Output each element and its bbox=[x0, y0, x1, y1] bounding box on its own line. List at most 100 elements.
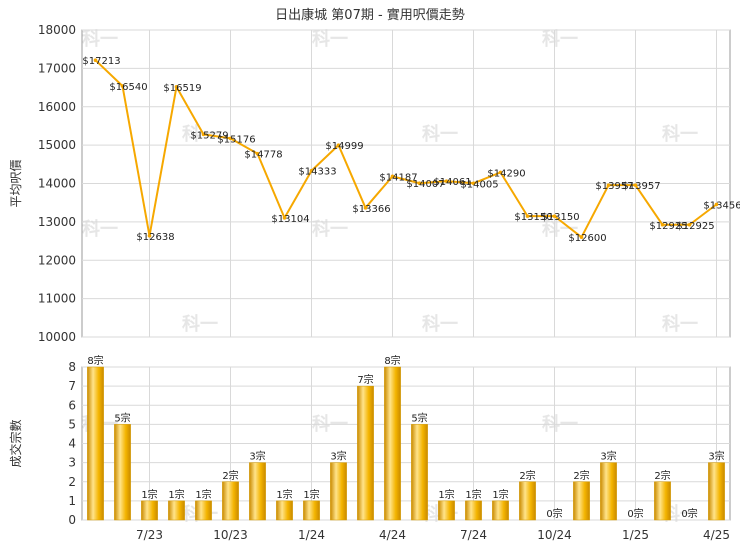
price-data-label: $16540 bbox=[109, 82, 147, 93]
volume-bar bbox=[249, 462, 266, 521]
price-point bbox=[147, 233, 152, 238]
volume-y-tick-label: 6 bbox=[68, 398, 76, 412]
volume-y-tick-label: 5 bbox=[68, 417, 76, 431]
price-data-label: $15176 bbox=[217, 134, 255, 145]
x-tick-label: 1/24 bbox=[298, 528, 325, 542]
watermarks: 科一科一科一科一科一科一科一科一科一科一科一科一科一科一科一科一科一科一 bbox=[82, 28, 698, 525]
volume-bar bbox=[600, 462, 617, 521]
price-line-chart: 10000 11000 12000 13000 14000 15000 16000 17000… bbox=[9, 23, 740, 344]
volume-y-tick-label: 4 bbox=[68, 437, 76, 451]
watermark-text: 科一 bbox=[82, 28, 118, 50]
volume-data-label: 1宗 bbox=[141, 488, 157, 501]
watermark-text: 科一 bbox=[182, 313, 218, 335]
price-data-label: $14061 bbox=[433, 177, 471, 188]
price-data-label: $13150 bbox=[541, 212, 579, 223]
price-point bbox=[498, 170, 503, 175]
x-tick-label: 4/25 bbox=[703, 528, 730, 542]
price-data-label: $14005 bbox=[460, 179, 498, 190]
price-point bbox=[282, 216, 287, 220]
volume-bar bbox=[519, 481, 536, 521]
volume-data-label: 1宗 bbox=[276, 488, 292, 501]
price-point bbox=[525, 214, 530, 218]
price-point bbox=[228, 136, 233, 141]
price-y-axis-label: 平均呎價 bbox=[9, 159, 23, 207]
watermark-text: 科一 bbox=[422, 313, 458, 335]
volume-y-tick-label: 7 bbox=[68, 379, 76, 393]
volume-bar bbox=[195, 500, 212, 521]
x-tick-label: 7/24 bbox=[460, 528, 487, 542]
price-data-label: $14999 bbox=[325, 141, 363, 152]
watermark-text: 科一 bbox=[662, 313, 698, 335]
volume-data-label: 3宗 bbox=[708, 450, 724, 463]
volume-bar bbox=[573, 481, 590, 521]
volume-data-label: 5宗 bbox=[114, 411, 130, 424]
volume-bar bbox=[330, 462, 347, 521]
price-point bbox=[93, 58, 98, 63]
watermark-text: 科一 bbox=[422, 123, 458, 145]
volume-data-label: 1宗 bbox=[438, 488, 454, 501]
watermark-text: 科一 bbox=[312, 28, 348, 50]
volume-data-label: 1宗 bbox=[195, 488, 211, 501]
price-y-tick-label: 17000 bbox=[38, 61, 76, 75]
volume-bar bbox=[492, 500, 509, 521]
price-data-label: $14778 bbox=[244, 150, 282, 161]
price-series-line bbox=[94, 59, 718, 239]
volume-y-tick-label: 8 bbox=[68, 360, 76, 374]
price-y-tick-label: 11000 bbox=[38, 292, 76, 306]
watermark-text: 科一 bbox=[182, 123, 218, 145]
volume-y-tick-label: 1 bbox=[68, 494, 76, 508]
volume-bar bbox=[384, 366, 401, 521]
volume-bar bbox=[465, 500, 482, 521]
price-y-tick-label: 16000 bbox=[38, 100, 76, 114]
volume-bar bbox=[168, 500, 185, 521]
price-point bbox=[660, 222, 665, 227]
x-tick-label: 7/23 bbox=[136, 528, 163, 542]
volume-data-label: 0宗 bbox=[546, 507, 562, 520]
price-data-label: $12638 bbox=[136, 232, 174, 243]
volume-bar bbox=[411, 424, 428, 521]
volume-bar bbox=[276, 500, 293, 521]
price-data-label: $13104 bbox=[271, 214, 309, 225]
volume-data-label: 3宗 bbox=[330, 450, 346, 463]
price-point bbox=[687, 222, 692, 227]
price-point bbox=[714, 202, 719, 207]
volume-bar bbox=[87, 366, 104, 521]
price-point bbox=[471, 181, 476, 186]
volume-bar bbox=[357, 385, 374, 521]
price-data-label: $12925 bbox=[676, 221, 714, 232]
price-y-tick-label: 13000 bbox=[38, 215, 76, 229]
price-data-label: $16519 bbox=[163, 83, 201, 94]
volume-bar bbox=[708, 462, 725, 521]
volume-data-label: 5宗 bbox=[411, 411, 427, 424]
volume-bar bbox=[141, 500, 158, 521]
x-tick-label: 1/25 bbox=[622, 528, 649, 542]
watermark-text: 科一 bbox=[82, 218, 118, 240]
volume-data-label: 2宗 bbox=[654, 469, 670, 482]
volume-bar bbox=[654, 481, 671, 521]
price-y-tick-label: 14000 bbox=[38, 177, 76, 191]
volume-data-label: 3宗 bbox=[600, 450, 616, 463]
volume-data-label: 2宗 bbox=[222, 469, 238, 482]
chart-title: 日出康城 第07期 - 實用呎價走勢 bbox=[275, 7, 465, 23]
price-point bbox=[579, 235, 584, 240]
price-point bbox=[552, 214, 557, 218]
price-data-label: $15279 bbox=[190, 130, 228, 141]
volume-data-label: 2宗 bbox=[519, 469, 535, 482]
volume-y-tick-label: 2 bbox=[68, 475, 76, 489]
price-point bbox=[444, 179, 449, 183]
price-point bbox=[201, 132, 206, 137]
volume-data-label: 0宗 bbox=[627, 507, 643, 520]
volume-bar bbox=[303, 500, 320, 521]
price-point bbox=[363, 206, 368, 210]
volume-data-label: 0宗 bbox=[681, 507, 697, 520]
watermark-text: 科一 bbox=[542, 218, 578, 240]
price-data-label: $14333 bbox=[298, 167, 336, 178]
price-data-label: $13366 bbox=[352, 204, 390, 215]
price-point bbox=[417, 181, 422, 186]
price-data-label: $17213 bbox=[82, 56, 120, 67]
volume-bar bbox=[114, 424, 131, 521]
watermark-text: 科一 bbox=[312, 218, 348, 240]
volume-data-label: 1宗 bbox=[168, 488, 184, 501]
price-point bbox=[390, 174, 395, 179]
